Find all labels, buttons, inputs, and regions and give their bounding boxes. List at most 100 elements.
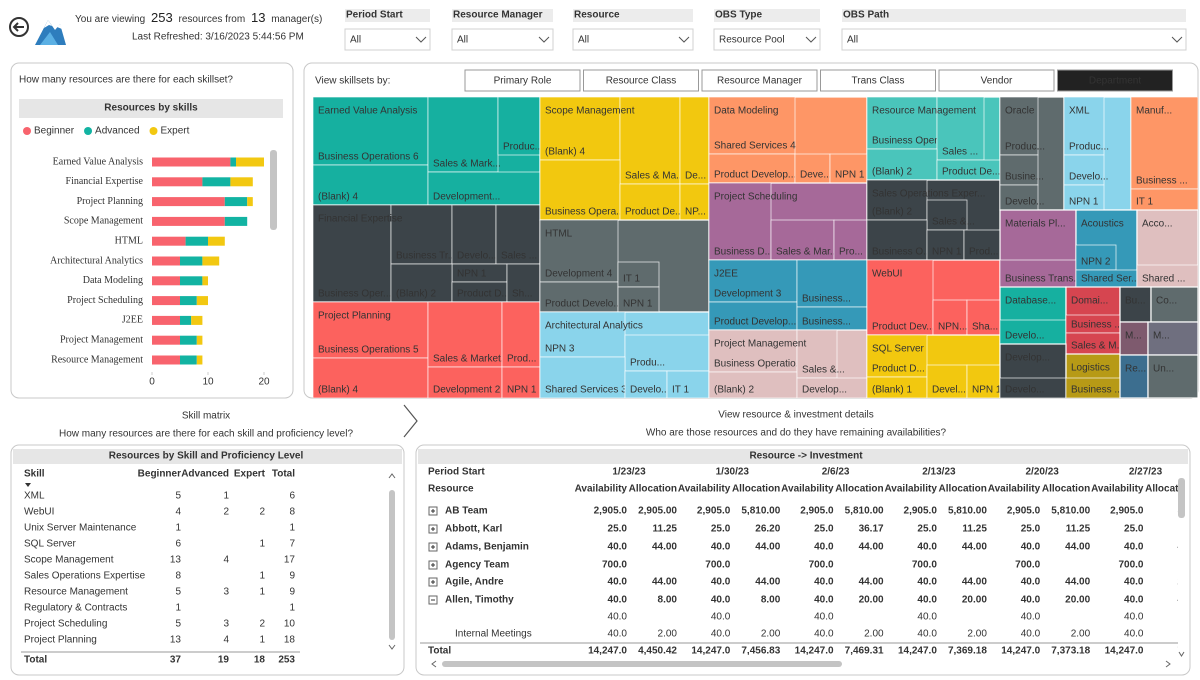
view-button[interactable] (583, 69, 699, 92)
period-header: 2/6/23 (822, 467, 850, 478)
table-cell: 40.0 (814, 542, 834, 553)
filter-dropdown[interactable] (344, 28, 431, 51)
treemap-leaf (708, 182, 772, 261)
bar-segment (247, 197, 253, 207)
filter-dropdown[interactable] (713, 28, 821, 51)
table-cell: 8 (175, 571, 181, 582)
view-button[interactable] (820, 69, 936, 92)
table-cell: 40.0 (814, 612, 834, 623)
treemap-group-label: Earned Value Analysis (318, 106, 417, 117)
y-tick-label: Scope Management (64, 216, 143, 227)
measure-header: Availability (575, 484, 628, 495)
treemap-leaf-label: (Blank) 4 (318, 192, 358, 203)
column-header: Skill (24, 469, 45, 480)
treemap-leaf-label: Shared ... (1142, 274, 1185, 285)
table-cell: 700.0 (705, 560, 730, 571)
back-button[interactable] (9, 17, 29, 37)
table-cell: 9 (289, 571, 295, 582)
view-button[interactable] (464, 69, 581, 92)
scrollbar[interactable] (270, 150, 277, 230)
filter-dropdown[interactable] (841, 28, 1187, 51)
bar-segment (202, 256, 220, 266)
filter-dropdown[interactable] (572, 28, 694, 51)
view-button[interactable] (1057, 69, 1173, 92)
row-label: Abbott, Karl (445, 524, 502, 535)
treemap-leaf-label: Development 3 (714, 289, 782, 300)
nav-chevron[interactable] (403, 404, 418, 438)
table-cell: 11.25 (962, 524, 987, 535)
treemap-leaf (866, 259, 934, 336)
table-cell: 1 (175, 523, 181, 534)
table-cell: 40.0 (608, 629, 628, 640)
table-cell: 40.0 (711, 595, 731, 606)
table-cell: 5,810.00 (741, 506, 780, 517)
filter-label: Period Start (346, 10, 403, 21)
treemap-group-label: J2EE (714, 269, 738, 280)
table-cell: 2,905.0 (697, 506, 731, 517)
table-cell: 6 (289, 491, 295, 502)
view-button[interactable] (701, 69, 818, 92)
table-cell: 2 (259, 619, 265, 630)
total-cell: 14,247.0 (795, 646, 834, 657)
table-cell: 18 (284, 635, 296, 646)
skill-table-title-band (13, 449, 402, 464)
treemap-leaf-label: Develo... (630, 385, 669, 396)
table-cell: 4 (1178, 542, 1184, 553)
row-label: Regulatory & Contracts (24, 603, 127, 614)
table-cell: 1 (289, 523, 295, 534)
sort-arrow[interactable] (25, 483, 31, 487)
table-cell: 44.00 (755, 577, 780, 588)
chart-title: Resources by skills (104, 103, 198, 114)
table-cell: 40.0 (1021, 612, 1041, 623)
viewing-summary: You are viewing 253 resources from 13 ma… (75, 10, 322, 25)
bar-segment (230, 177, 253, 187)
bar-segment (196, 296, 208, 306)
table-cell: 25.0 (711, 524, 731, 535)
treemap-leaf-label: Product Develo... (545, 299, 622, 310)
row-label: Resource Management (24, 587, 128, 598)
total-cell: 14,247.0 (588, 646, 627, 657)
dropdown-chevron (678, 36, 690, 43)
skill-table-scrollbar[interactable] (388, 473, 396, 650)
treemap-leaf (708, 301, 798, 331)
treemap-leaf-label: NP... (685, 207, 706, 218)
skills-panel (10, 62, 294, 399)
treemap-leaf (624, 334, 710, 372)
table-cell: 40.0 (1021, 577, 1041, 588)
total-cell: 18 (254, 655, 266, 666)
treemap-leaf-label: NPN 2 (1081, 257, 1111, 268)
table-cell: 11.25 (653, 524, 678, 535)
table-cell: 9 (289, 587, 295, 598)
investment-scrollbars[interactable] (431, 478, 1185, 668)
treemap-leaf (427, 97, 499, 173)
treemap-leaf-label: Sales & Market... (433, 354, 509, 365)
table-cell: 40.0 (608, 542, 628, 553)
treemap-leaf (617, 286, 660, 313)
treemap-leaf (313, 204, 392, 303)
logo (35, 20, 66, 45)
treemap-leaf-label: Sha... (972, 322, 998, 333)
legend-marker (23, 127, 31, 135)
filter-dropdown[interactable] (451, 28, 554, 51)
table-cell: 40.0 (1021, 629, 1041, 640)
table-cell: 40.0 (608, 612, 628, 623)
table-cell: 40.0 (917, 629, 937, 640)
treemap-group-label: Architectural Analytics (545, 321, 643, 332)
table-cell: 44.00 (859, 577, 884, 588)
treemap-leaf-label: Sales & Mar... (776, 247, 838, 258)
table-cell: 700.0 (602, 560, 627, 571)
treemap-group-label: Logistics (1071, 363, 1110, 374)
treemap-leaf-label: Develo... (457, 251, 496, 262)
row-label: Scope Management (24, 555, 114, 566)
table-cell: 40.0 (711, 577, 731, 588)
table-cell: 40.0 (917, 542, 937, 553)
treemap-leaf-label: Sh... (512, 289, 533, 300)
treemap-prompt: View skillsets by: (315, 76, 390, 87)
treemap-leaf (833, 219, 868, 261)
y-tick-label: J2EE (122, 315, 143, 326)
column-header: Beginner (138, 469, 181, 480)
view-button[interactable] (938, 69, 1055, 92)
total-cell: 4,450.42 (638, 646, 677, 657)
table-cell: 2.00 (864, 629, 884, 640)
